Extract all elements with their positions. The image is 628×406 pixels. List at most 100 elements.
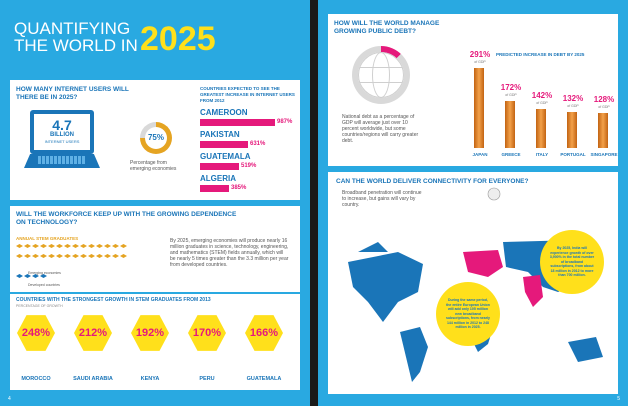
debt-value: 132% [562,94,584,103]
growth-country: GUATEMALA [246,376,282,382]
debt-sub: of GDP [567,104,579,108]
growth-country: KENYA [140,376,160,382]
debt-chart: 291% of GDP JAPAN 172% of GDP GREECE 142% of GD… [456,34,618,164]
graduate-cap-icon [40,254,47,258]
graduate-cap-icon [96,244,103,248]
country-bar [200,163,239,170]
debt-sub: of GDP [536,101,548,105]
debt-bar [567,112,577,148]
graduate-cap-icon [120,244,127,248]
growth-heading: COUNTRIES WITH THE STRONGEST GROWTH IN S… [16,297,211,303]
pct-caption: Percentage from emerging economies [130,160,177,172]
growth-hexagon: 248% [17,315,55,351]
title: QUANTIFYING THE WORLD IN [14,20,138,54]
workforce-body: By 2025, emerging economies will produce… [170,238,289,268]
graduate-cap-icon [40,244,47,248]
graduate-cap-icon [48,244,55,248]
title-line-2: THE WORLD IN [14,36,138,55]
left-page: QUANTIFYING THE WORLD IN 2025 HOW MANY I… [0,0,310,406]
graduate-cap-icon [16,244,23,248]
users-label: INTERNET USERS [44,139,80,144]
legend-developed: Developed countries [28,283,60,287]
graduate-cap-icon [56,254,63,258]
debt-heading: HOW WILL THE WORLD MANAGE GROWING PUBLIC… [334,20,440,35]
connectivity-intro: Broadband penetration will continue to i… [342,190,422,208]
graduate-cap-icon [104,254,111,258]
debt-panel: HOW WILL THE WORLD MANAGE GROWING PUBLIC… [328,14,618,166]
pct-value: 75% [147,133,164,142]
debt-bar [536,109,546,148]
graduate-cap-icon [48,254,55,258]
india-callout: By 2025, India will experience growth of… [540,230,604,294]
country-value: 631% [250,141,266,147]
graduates-icons [16,244,166,288]
graduate-cap-icon [16,274,23,278]
countries-list: CAMEROON 987% PAKISTAN 631% GUATEMALA 519% ALG… [200,108,298,198]
country-name: CAMEROON [200,108,248,117]
graduate-cap-icon [88,254,95,258]
legend-emerging: Emerging economies [28,271,61,275]
country-bar [200,119,275,126]
growth-hexagon: 212% [74,315,112,351]
country-value: 385% [231,185,247,191]
graduate-cap-icon [32,244,39,248]
growth-panel: COUNTRIES WITH THE STRONGEST GROWTH IN S… [10,294,300,390]
debt-value: 291% [469,50,491,59]
graduate-cap-icon [80,244,87,248]
graduate-cap-icon [56,244,63,248]
growth-country: SAUDI ARABIA [73,376,113,382]
debt-country: ITALY [535,152,549,157]
eu-callout: During the same period, the entire Europ… [436,282,500,346]
debt-sub: of GDP [474,60,486,64]
graduate-cap-icon [64,254,71,258]
debt-bar [598,113,608,148]
debt-value: 128% [593,95,615,104]
title-line-1: QUANTIFYING [14,19,131,38]
workforce-heading: WILL THE WORKFORCE KEEP UP WITH THE GROW… [16,211,237,226]
debt-value: 172% [500,83,522,92]
country-value: 987% [277,119,293,125]
graduate-cap-icon [72,254,79,258]
graduate-cap-icon [16,254,23,258]
debt-country: PORTUGAL [560,152,586,157]
users-unit: BILLION [50,132,74,138]
graduate-cap-icon [24,244,31,248]
country-bar [200,185,229,192]
internet-panel: HOW MANY INTERNET USERS WILL THERE BE IN… [10,80,300,200]
debt-note: National debt as a percentage of GDP wil… [342,114,419,144]
laptop-icon [24,110,100,170]
graduate-cap-icon [112,244,119,248]
graduate-cap-icon [104,244,111,248]
right-page: HOW WILL THE WORLD MANAGE GROWING PUBLIC… [318,0,628,406]
graduate-cap-icon [96,254,103,258]
connectivity-heading: CAN THE WORLD DELIVER CONNECTIVITY FOR E… [336,178,529,185]
graduate-cap-icon [112,254,119,258]
graduate-cap-icon [88,244,95,248]
graduate-cap-icon [72,244,79,248]
countries-heading: COUNTRIES EXPECTED TO SEE THE GREATEST I… [200,86,295,103]
users-value: 4.7 [52,117,72,133]
country-name: PAKISTAN [200,130,240,139]
graduate-cap-icon [64,244,71,248]
debt-country: GREECE [501,152,521,157]
country-name: GUATEMALA [200,152,251,161]
internet-heading: HOW MANY INTERNET USERS WILL THERE BE IN… [16,86,129,101]
pct-ring: 75% [140,122,172,154]
graduate-cap-icon [80,254,87,258]
growth-sub: PERCENTAGE OF GROWTH [16,304,63,308]
country-name: ALGERIA [200,174,236,183]
graduate-cap-icon [40,274,47,278]
title-year: 2025 [140,20,216,58]
growth-hexagon: 192% [131,315,169,351]
graduate-cap-icon [120,254,127,258]
graduate-cap-icon [32,274,39,278]
graduate-cap-icon [32,254,39,258]
debt-sub: of GDP [505,93,517,97]
debt-value: 142% [531,91,553,100]
workforce-panel: WILL THE WORKFORCE KEEP UP WITH THE GROW… [10,206,300,292]
debt-country: JAPAN [472,152,488,157]
stem-label: ANNUAL STEM GRADUATES [16,236,79,241]
page-number-left: 4 [8,396,11,402]
debt-chart-caption: PREDICTED INCREASE IN DEBT BY 2025 [496,52,585,57]
debt-bar [474,68,484,148]
